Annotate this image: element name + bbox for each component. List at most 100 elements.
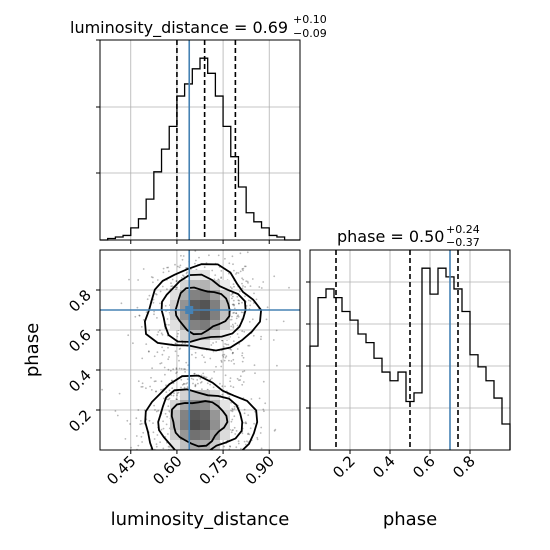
sample-point [174,263,176,266]
sample-point [275,329,278,332]
sample-point [183,386,186,389]
sample-point [135,435,138,437]
sample-point [196,379,199,381]
sample-point [236,348,239,350]
sample-point [130,446,133,449]
sample-point [162,447,165,450]
sample-point [227,343,230,346]
phase-hist-frame [309,249,511,451]
sample-point [164,373,166,376]
sample-point [172,394,175,397]
sample-point [184,371,187,373]
density-cell [210,290,220,300]
density-cell [210,300,220,310]
sample-point [168,324,170,326]
sample-point [129,423,131,425]
sample-point [233,415,236,418]
sample-point [232,429,235,431]
sample-point [197,382,199,385]
sample-point [230,360,233,362]
sample-point [232,326,235,329]
density-cell [220,300,230,310]
sample-point [241,354,244,357]
sample-point [229,348,232,351]
sample-point [249,427,252,430]
sample-point [167,405,170,408]
sample-point [159,362,162,365]
sample-point [238,299,241,302]
sample-point [246,280,249,283]
sample-point [224,257,226,260]
sample-point [138,314,141,317]
sample-point [164,412,167,415]
sample-point [167,270,170,273]
sample-point [245,280,248,283]
ld-quantile-lines [176,40,237,240]
density-cell [210,420,220,430]
sample-point [232,408,234,411]
density-cell [210,440,220,450]
sample-point [242,285,244,287]
sample-point [170,285,173,288]
density-cell [190,320,200,330]
sample-point [166,415,169,418]
phase-quantile-lines [335,250,459,450]
sample-point [167,433,169,435]
phase-title-minus: −0.37 [446,236,480,249]
sample-point [171,285,174,287]
sample-point [170,394,173,397]
scatter-frame [99,249,301,451]
sample-point [182,274,184,277]
sample-point [256,436,259,439]
sample-point [242,356,245,359]
sample-point [241,282,243,285]
sample-point [224,356,227,359]
sample-point [153,404,156,407]
sample-point [265,318,268,321]
sample-point [155,390,157,393]
sample-point [247,344,250,347]
sample-point [198,256,200,259]
density-cell [170,320,180,330]
sample-point [233,307,236,310]
sample-point [141,385,144,388]
sample-point [145,343,148,345]
sample-point [233,285,235,288]
sample-point [219,382,221,385]
sample-point [242,381,245,383]
sample-point [178,367,181,370]
sample-point [200,374,203,377]
sample-point [204,361,207,364]
sample-point [154,380,157,382]
sample-point [101,388,103,391]
ld-hist-title: luminosity_distance = 0.69 [70,18,288,38]
sample-point [162,427,165,430]
density-cell [220,290,230,300]
sample-point [184,342,187,344]
sample-point [179,264,182,267]
sample-point [241,330,244,333]
sample-point [235,430,238,432]
sample-point [141,382,144,385]
sample-point [230,431,233,434]
density-cell [220,430,230,440]
sample-point [240,447,242,450]
sample-point [146,298,149,301]
sample-point [193,372,196,375]
sample-point [156,351,159,354]
sample-point [141,357,144,360]
sample-point [229,445,231,448]
sample-point [162,267,165,270]
sample-point [215,365,217,368]
sample-point [156,333,159,336]
sample-point [231,297,233,300]
sample-point [236,377,239,380]
sample-point [223,346,225,348]
ld-title-main: luminosity_distance = 0.69 [70,18,288,38]
sample-point [253,292,255,295]
x-axis-label-phase: phase [383,509,437,530]
sample-point [154,409,156,411]
sample-point [140,326,143,328]
sample-point [236,324,239,327]
sample-point [150,276,153,278]
